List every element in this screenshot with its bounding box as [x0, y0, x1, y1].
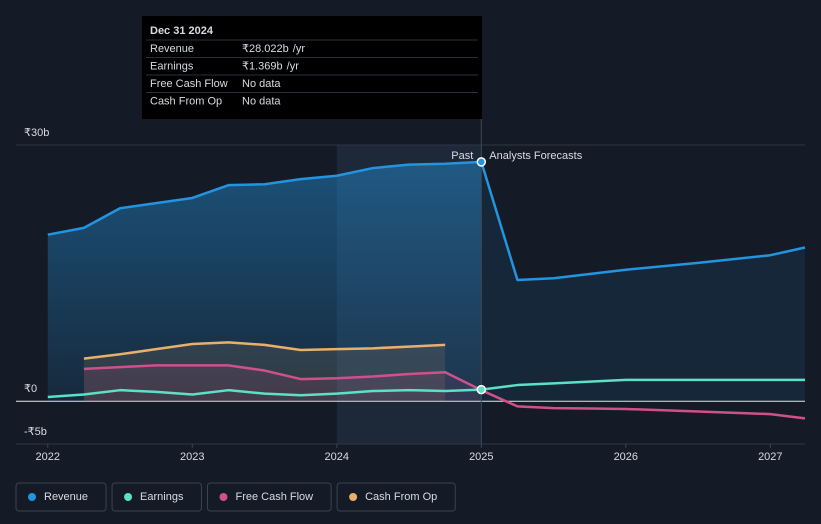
tooltip-label: Cash From Op: [150, 95, 222, 107]
legend-swatch: [219, 493, 228, 501]
legend-swatch: [28, 493, 36, 501]
x-tick-label: 2024: [325, 451, 349, 463]
tooltip-value: ₹28.022b: [242, 43, 289, 55]
tooltip-unit: /yr: [287, 60, 300, 72]
series-line: [83, 341, 446, 360]
series-line: [47, 378, 805, 399]
x-tick-label: 2027: [758, 451, 782, 463]
tooltip-date: Dec 31 2024: [150, 25, 214, 37]
point-marker: [476, 157, 487, 167]
legend-box[interactable]: [336, 482, 456, 512]
legend-label[interactable]: Earnings: [140, 491, 184, 503]
tooltip: Dec 31 2024 Revenue ₹28.022b/yr Earnings ₹1.…: [142, 16, 482, 119]
legend-item[interactable]: Cash From Op: [336, 482, 456, 512]
tooltip-value: ₹1.369b: [242, 60, 283, 72]
legend-label[interactable]: Cash From Op: [365, 491, 437, 503]
point-marker: [476, 384, 487, 395]
area: [47, 161, 482, 402]
legend-box[interactable]: [206, 482, 332, 512]
tooltip-box: [142, 16, 482, 119]
tooltip-label: Revenue: [150, 43, 194, 55]
legend-item[interactable]: Free Cash Flow: [206, 482, 332, 512]
tooltip-value: No data: [242, 78, 281, 90]
tooltip-value: No data: [242, 95, 281, 107]
y-tick-label: ₹30b: [24, 127, 49, 139]
area: [481, 161, 805, 402]
legend-label[interactable]: Revenue: [44, 491, 88, 503]
forecast-label: Analysts Forecasts: [489, 150, 582, 162]
x-tick-label: 2026: [614, 451, 638, 463]
past-label: Past: [451, 150, 473, 162]
tooltip-label: Free Cash Flow: [150, 78, 228, 90]
series-line: [47, 160, 806, 282]
legend-label[interactable]: Free Cash Flow: [235, 491, 313, 503]
x-tick-label: 2022: [36, 451, 60, 463]
tooltip-unit: /yr: [293, 43, 306, 55]
area: [83, 365, 482, 402]
legend-box[interactable]: [111, 482, 202, 512]
y-tick-label: -₹5b: [24, 426, 47, 438]
x-tick-label: 2023: [180, 451, 204, 463]
legend-item[interactable]: Earnings: [111, 482, 202, 512]
legend-swatch: [349, 493, 358, 501]
legend-item[interactable]: Revenue: [15, 482, 107, 512]
series-line: [83, 364, 806, 420]
y-tick-label: ₹0: [24, 383, 37, 395]
legend-box[interactable]: [15, 482, 107, 512]
x-tick-label: 2025: [469, 451, 493, 463]
tooltip-label: Earnings: [150, 60, 194, 72]
legend-swatch: [124, 493, 133, 501]
